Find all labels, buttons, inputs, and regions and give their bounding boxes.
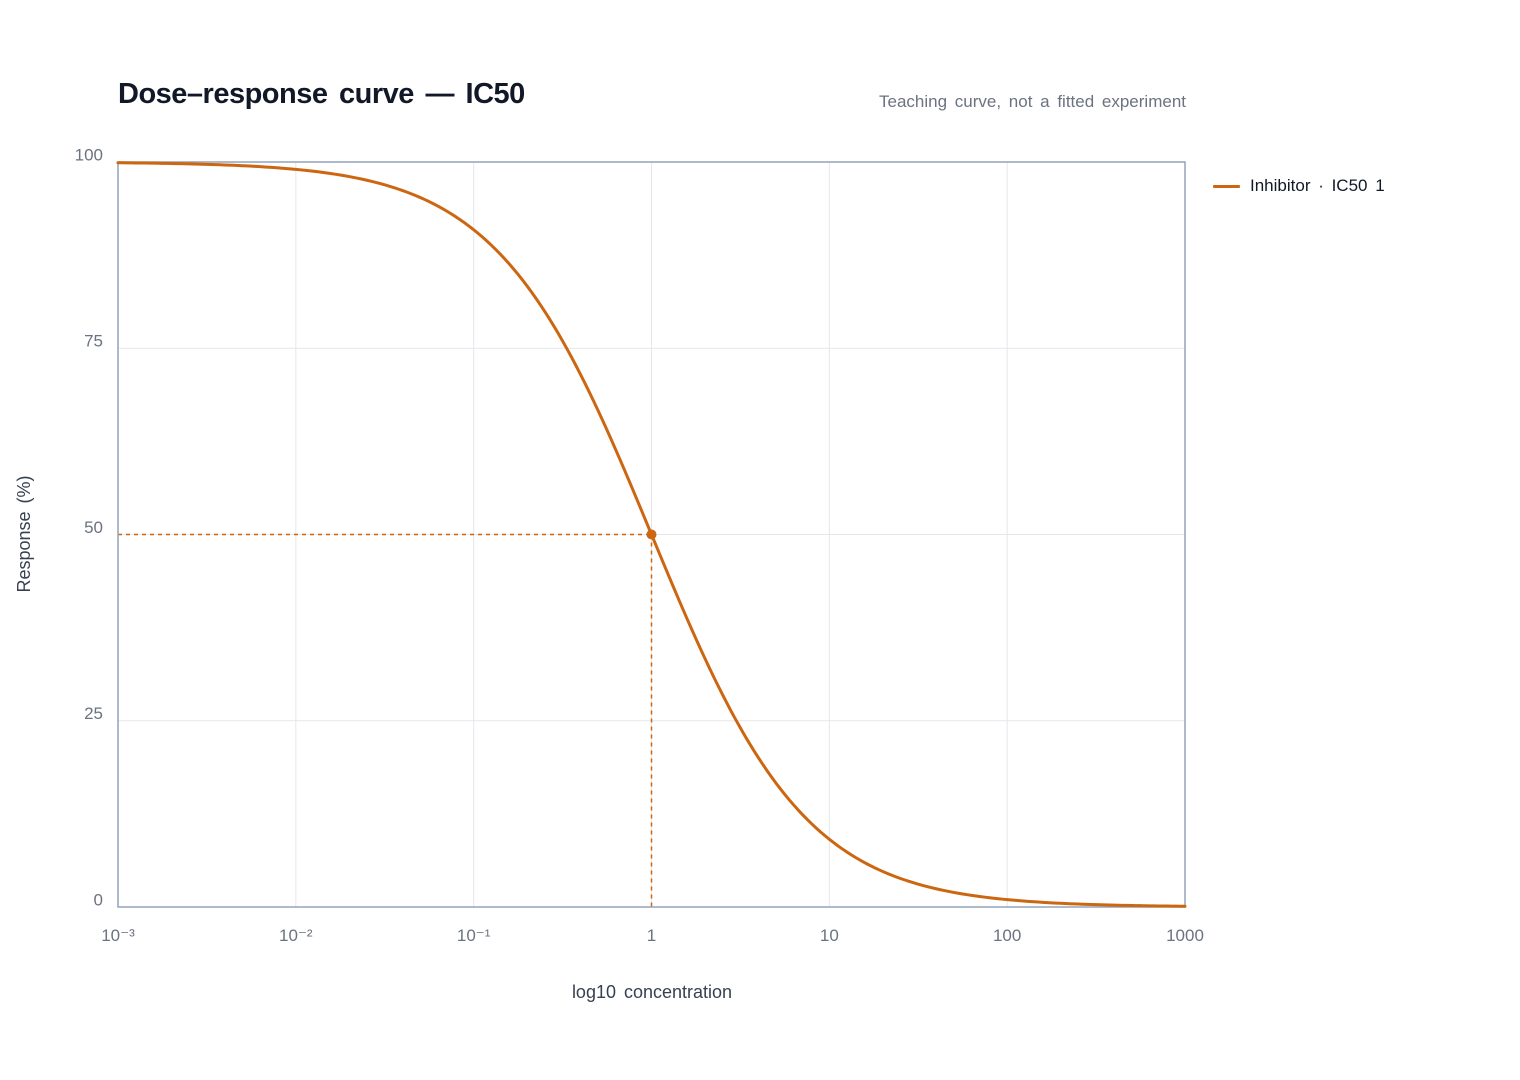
x-tick-labels: 10⁻³ 10⁻² 10⁻¹ 1 10 100 1000: [101, 926, 1204, 945]
x-tick-label: 1: [647, 926, 656, 945]
ic50-guides: [118, 533, 653, 907]
series-layer: [116, 161, 1187, 908]
x-tick-label: 10⁻³: [101, 926, 135, 945]
y-tick-label: 50: [84, 518, 103, 537]
y-tick-label: 75: [84, 332, 103, 351]
chart-title: Dose–response curve — IC50: [118, 78, 525, 110]
ic50-marker: [646, 529, 657, 540]
x-axis-label: log10 concentration: [572, 982, 732, 1002]
x-tick-label: 1000: [1166, 926, 1204, 945]
y-axis-label: Response (%): [14, 475, 34, 592]
chart-subtitle: Teaching curve, not a fitted experiment: [879, 92, 1186, 111]
y-tick-labels: 0 25 50 75 100: [75, 145, 103, 909]
x-tick-label: 100: [993, 926, 1021, 945]
legend: Inhibitor · IC50 1: [1213, 176, 1385, 196]
plot-frame: [117, 161, 1186, 908]
x-tick-label: 10⁻¹: [457, 926, 491, 945]
legend-swatch: [1213, 184, 1240, 188]
y-tick-label: 0: [94, 890, 103, 909]
y-tick-label: 25: [84, 704, 103, 723]
y-tick-label: 100: [75, 145, 103, 164]
x-tick-label: 10⁻²: [279, 926, 313, 945]
legend-label-inhibitor: Inhibitor · IC50 1: [1250, 176, 1385, 195]
x-tick-label: 10: [820, 926, 839, 945]
